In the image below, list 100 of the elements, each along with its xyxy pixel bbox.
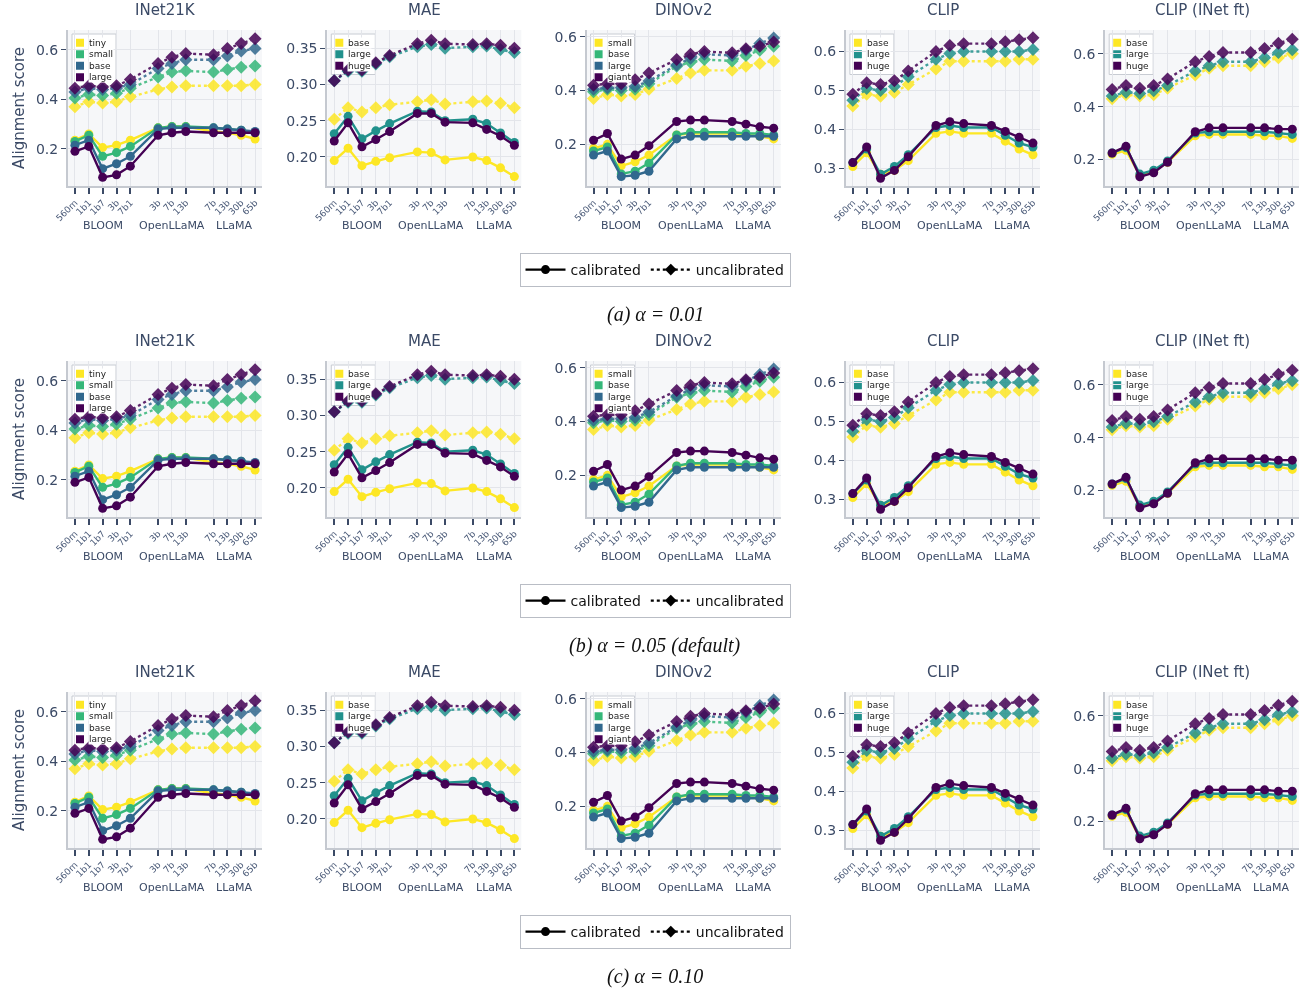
y-tick-label: 0.4 [35, 753, 59, 770]
x-tick-label: 3b [925, 859, 941, 875]
legend-label: large [1126, 711, 1150, 721]
text: BLOOM [342, 550, 383, 563]
chart-title: CLIP [927, 1, 960, 19]
y-tick-label: 0.25 [286, 443, 318, 460]
legend-label: tiny [89, 700, 107, 710]
legend-label: giant [608, 72, 632, 82]
text: LLaMA [735, 881, 772, 894]
legend-label: large [867, 380, 891, 390]
y-tick-label: 0.6 [1073, 376, 1096, 393]
y-tick-label: 0.6 [554, 359, 577, 376]
text: BLOOM [342, 881, 383, 894]
legend-label: base [867, 369, 889, 379]
legend-label: calibrated [570, 924, 641, 941]
legend-label: base [608, 49, 630, 59]
y-tick-label: 0.6 [35, 41, 59, 58]
chart-title: MAE [408, 332, 441, 350]
y-tick-label: 0.5 [813, 744, 837, 761]
legend-label: giant [608, 403, 632, 413]
text: LLaMA [476, 881, 513, 894]
legend-label: large [348, 711, 372, 721]
chart-title: INet21K [135, 332, 196, 350]
legend-label: large [348, 49, 372, 59]
legend-label: large [348, 380, 372, 390]
y-tick-label: 0.20 [286, 479, 318, 496]
text: LLaMA [994, 219, 1031, 232]
legend-label: tiny [89, 38, 107, 48]
y-tick-label: 0.4 [554, 744, 577, 761]
text: OpenLLaMA [1176, 881, 1242, 894]
text: OpenLLaMA [658, 881, 724, 894]
x-tick-label: 3b [147, 859, 163, 875]
y-tick-label: 0.4 [35, 91, 59, 108]
legend-label: base [1126, 700, 1148, 710]
text: OpenLLaMA [917, 550, 983, 563]
y-tick-label: 0.6 [554, 28, 577, 45]
legend-label: base [89, 392, 111, 402]
y-tick-label: 0.4 [813, 121, 837, 138]
legend-label: huge [867, 61, 891, 71]
text: (b) α = 0.05 (default) [569, 634, 741, 657]
y-tick-label: 0.2 [35, 140, 59, 157]
x-tick-label: 3b [147, 528, 163, 544]
y-tick-label: 0.6 [554, 690, 577, 707]
legend-label: small [89, 711, 113, 721]
y-tick-label: 0.4 [1073, 98, 1096, 115]
y-tick-label: 0.35 [286, 40, 318, 57]
legend-label: large [867, 711, 891, 721]
y-tick-label: 0.2 [1073, 151, 1096, 168]
text: LLaMA [1253, 550, 1290, 563]
legend-label: large [1126, 49, 1150, 59]
legend-label: base [348, 700, 370, 710]
legend-label: large [608, 723, 632, 733]
legend-label: uncalibrated [695, 593, 784, 610]
y-tick-label: 0.6 [35, 703, 59, 720]
text: BLOOM [342, 219, 383, 232]
chart-title: CLIP [927, 663, 960, 681]
legend-label: small [608, 369, 632, 379]
y-tick-label: 0.2 [1073, 482, 1096, 499]
y-tick-label: 0.4 [1073, 429, 1096, 446]
text: LLaMA [476, 550, 513, 563]
text: LLaMA [1253, 219, 1290, 232]
y-tick-label: 0.2 [35, 802, 59, 819]
text: OpenLLaMA [398, 219, 464, 232]
legend-label: base [89, 61, 111, 71]
x-tick-label: 3b [666, 197, 682, 213]
y-axis-title: Alignment score [9, 47, 28, 169]
y-tick-label: 0.5 [813, 413, 837, 430]
legend-label: tiny [89, 369, 107, 379]
y-tick-label: 0.35 [286, 371, 318, 388]
legend-label: base [89, 723, 111, 733]
text: BLOOM [1120, 881, 1161, 894]
text: LLaMA [216, 550, 253, 563]
y-tick-label: 0.2 [554, 136, 577, 153]
legend-label: huge [1126, 61, 1150, 71]
chart-title: MAE [408, 663, 441, 681]
legend-label: huge [348, 723, 372, 733]
text: BLOOM [1120, 219, 1161, 232]
text: BLOOM [1120, 550, 1161, 563]
text: OpenLLaMA [658, 550, 724, 563]
x-tick-label: 3b [925, 528, 941, 544]
y-tick-label: 0.6 [813, 705, 837, 722]
y-tick-label: 0.6 [35, 372, 59, 389]
text: BLOOM [861, 219, 902, 232]
y-tick-label: 0.30 [286, 76, 318, 93]
chart-title: DINOv2 [655, 1, 713, 19]
text: BLOOM [83, 550, 124, 563]
y-tick-label: 0.5 [813, 82, 837, 99]
legend-label: base [608, 380, 630, 390]
legend-label: base [1126, 38, 1148, 48]
text: BLOOM [601, 219, 642, 232]
text: BLOOM [601, 550, 642, 563]
text: LLaMA [216, 881, 253, 894]
text: OpenLLaMA [658, 219, 724, 232]
legend-label: huge [348, 392, 372, 402]
legend-label: uncalibrated [695, 924, 784, 941]
legend-label: calibrated [570, 262, 641, 279]
legend-label: small [89, 49, 113, 59]
text: LLaMA [476, 219, 513, 232]
legend-label: small [608, 38, 632, 48]
y-tick-label: 0.6 [813, 374, 837, 391]
